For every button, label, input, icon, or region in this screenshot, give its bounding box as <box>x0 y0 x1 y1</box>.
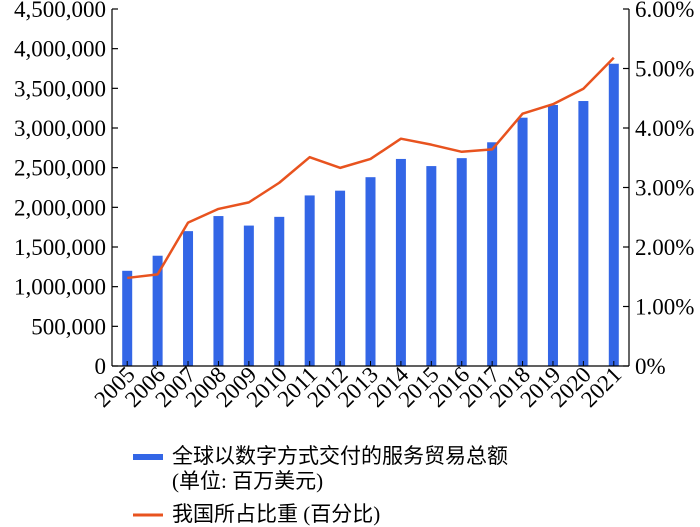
y-left-tick-label: 500,000 <box>31 314 106 339</box>
y-right-tick-label: 6.00% <box>635 0 694 22</box>
y-left-tick-label: 4,000,000 <box>14 37 106 62</box>
legend-bar-label: 全球以数字方式交付的服务贸易总额 <box>172 444 508 468</box>
bar-2021 <box>608 63 619 367</box>
bar-2016 <box>456 158 467 366</box>
bar-2014 <box>395 158 406 366</box>
legend-line-label: 我国所占比重 (百分比) <box>172 502 380 526</box>
y-right-tick-label: 3.00% <box>635 176 694 201</box>
bar-2019 <box>547 104 558 366</box>
bar-2011 <box>304 195 315 366</box>
y-right-tick-label: 0% <box>635 354 666 379</box>
y-left-tick-label: 0 <box>95 354 107 379</box>
y-right-tick-label: 2.00% <box>635 235 694 260</box>
bar-2020 <box>578 101 589 366</box>
y-right-tick-label: 5.00% <box>635 57 694 82</box>
y-left-tick-label: 3,500,000 <box>14 76 106 101</box>
y-left-tick-label: 2,000,000 <box>14 195 106 220</box>
legend-bar-swatch <box>133 454 163 460</box>
bar-2012 <box>335 190 346 366</box>
legend: 全球以数字方式交付的服务贸易总额 (单位: 百万美元) 我国所占比重 (百分比) <box>133 444 508 526</box>
bar-2009 <box>243 225 254 366</box>
y-right-tick-label: 1.00% <box>635 295 694 320</box>
share-line <box>127 56 615 280</box>
y-right-tick-label: 4.00% <box>635 116 694 141</box>
bar-2013 <box>365 177 376 366</box>
legend-bar-unit: (单位: 百万美元) <box>172 469 323 493</box>
bar-2010 <box>274 216 285 366</box>
bars-layer <box>122 63 619 367</box>
bar-2008 <box>213 216 224 366</box>
bar-2017 <box>487 142 498 366</box>
y-left-tick-label: 4,500,000 <box>14 0 106 22</box>
bar-2015 <box>426 166 437 366</box>
bar-2007 <box>183 231 194 366</box>
y-left-tick-label: 1,000,000 <box>14 275 106 300</box>
y-left-tick-label: 2,500,000 <box>14 156 106 181</box>
line-layer <box>127 56 615 280</box>
y-left-tick-label: 1,500,000 <box>14 235 106 260</box>
y-left-tick-label: 3,000,000 <box>14 116 106 141</box>
bar-2006 <box>152 255 163 366</box>
bar-2005 <box>122 270 133 366</box>
axes-layer: 0 500,000 1,000,000 1,500,000 2,000,000 2,500… <box>14 0 694 412</box>
bar-2018 <box>517 117 528 366</box>
